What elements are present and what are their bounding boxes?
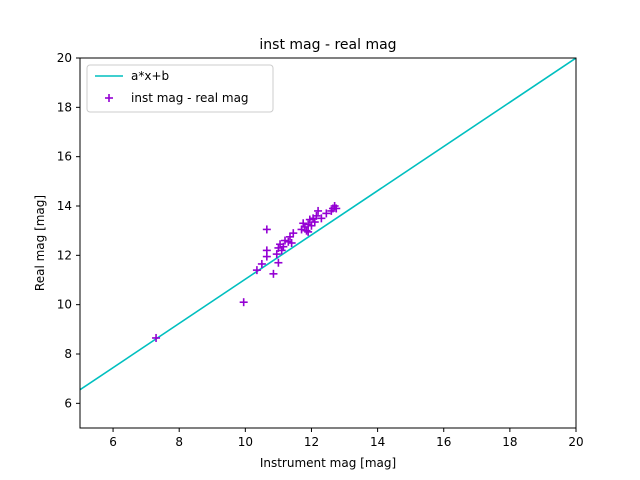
data-point bbox=[274, 258, 283, 267]
fit-line bbox=[80, 58, 576, 391]
x-tick-label: 14 bbox=[370, 435, 385, 449]
data-point bbox=[262, 252, 271, 261]
x-tick-label: 10 bbox=[238, 435, 253, 449]
x-axis-label: Instrument mag [mag] bbox=[260, 456, 396, 470]
data-point bbox=[269, 269, 278, 278]
legend-label-fit: a*x+b bbox=[131, 69, 169, 83]
data-point bbox=[239, 298, 248, 307]
x-tick-label: 6 bbox=[109, 435, 117, 449]
data-point bbox=[152, 333, 161, 342]
data-point bbox=[257, 259, 266, 268]
data-point bbox=[287, 239, 296, 247]
y-axis: 6 8 10 12 14 16 18 20 bbox=[57, 51, 80, 410]
y-tick-label: 12 bbox=[57, 248, 72, 262]
x-tick-label: 18 bbox=[502, 435, 517, 449]
y-tick-label: 20 bbox=[57, 51, 72, 65]
x-tick-label: 16 bbox=[436, 435, 451, 449]
y-tick-label: 16 bbox=[57, 150, 72, 164]
legend-label-points: inst mag - real mag bbox=[131, 91, 249, 105]
chart-title: inst mag - real mag bbox=[259, 37, 396, 53]
data-point bbox=[314, 206, 323, 215]
data-point bbox=[317, 214, 326, 223]
data-point bbox=[262, 225, 271, 234]
data-point bbox=[312, 211, 321, 220]
data-point bbox=[272, 250, 281, 259]
y-tick-label: 14 bbox=[57, 199, 72, 213]
legend-marker-swatch bbox=[105, 94, 113, 102]
data-point bbox=[289, 229, 298, 238]
x-tick-label: 8 bbox=[175, 435, 183, 449]
y-tick-label: 6 bbox=[64, 396, 72, 410]
legend: a*x+b inst mag - real mag bbox=[86, 64, 274, 113]
data-point bbox=[304, 227, 313, 236]
data-point bbox=[279, 242, 288, 251]
plot-area bbox=[80, 58, 576, 391]
data-point bbox=[310, 218, 319, 227]
y-tick-label: 8 bbox=[64, 347, 72, 361]
x-axis: 6 8 10 12 14 16 18 20 bbox=[109, 428, 584, 449]
data-point bbox=[299, 219, 308, 228]
data-point bbox=[332, 204, 341, 213]
data-point bbox=[302, 226, 311, 235]
y-tick-label: 10 bbox=[57, 298, 72, 312]
x-tick-label: 12 bbox=[304, 435, 319, 449]
plot-frame bbox=[79, 57, 577, 429]
data-point bbox=[277, 246, 286, 255]
data-point bbox=[322, 209, 331, 218]
data-point bbox=[252, 266, 261, 275]
y-axis-label: Real mag [mag] bbox=[33, 195, 47, 291]
y-tick-label: 18 bbox=[57, 100, 72, 114]
legend-box bbox=[86, 64, 274, 113]
x-tick-label: 20 bbox=[568, 435, 583, 449]
